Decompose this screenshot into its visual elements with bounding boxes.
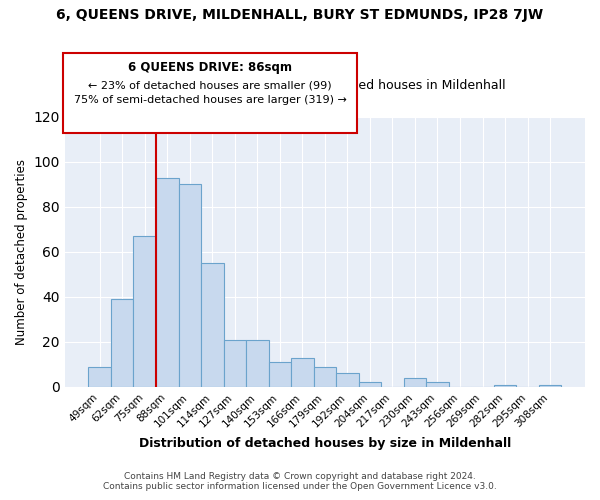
Bar [359,382,381,387]
Bar [224,340,246,387]
Text: 6, QUEENS DRIVE, MILDENHALL, BURY ST EDMUNDS, IP28 7JW: 6, QUEENS DRIVE, MILDENHALL, BURY ST EDM… [56,8,544,22]
Bar [133,236,156,387]
Title: Size of property relative to detached houses in Mildenhall: Size of property relative to detached ho… [144,79,506,92]
Bar [111,299,133,387]
Bar [269,362,291,387]
Bar [494,384,517,387]
Y-axis label: Number of detached properties: Number of detached properties [15,159,28,345]
Text: 75% of semi-detached houses are larger (319) →: 75% of semi-detached houses are larger (… [74,95,346,105]
Bar [426,382,449,387]
Bar [88,366,111,387]
Bar [336,374,359,387]
Bar [246,340,269,387]
Text: ← 23% of detached houses are smaller (99): ← 23% of detached houses are smaller (99… [88,80,332,90]
Bar [201,263,224,387]
Bar [156,178,179,387]
Text: Contains HM Land Registry data © Crown copyright and database right 2024.: Contains HM Land Registry data © Crown c… [124,472,476,481]
Text: Contains public sector information licensed under the Open Government Licence v3: Contains public sector information licen… [103,482,497,491]
Text: 6 QUEENS DRIVE: 86sqm: 6 QUEENS DRIVE: 86sqm [128,62,292,74]
X-axis label: Distribution of detached houses by size in Mildenhall: Distribution of detached houses by size … [139,437,511,450]
Bar [314,366,336,387]
Bar [404,378,426,387]
Bar [539,384,562,387]
Bar [179,184,201,387]
Bar [291,358,314,387]
